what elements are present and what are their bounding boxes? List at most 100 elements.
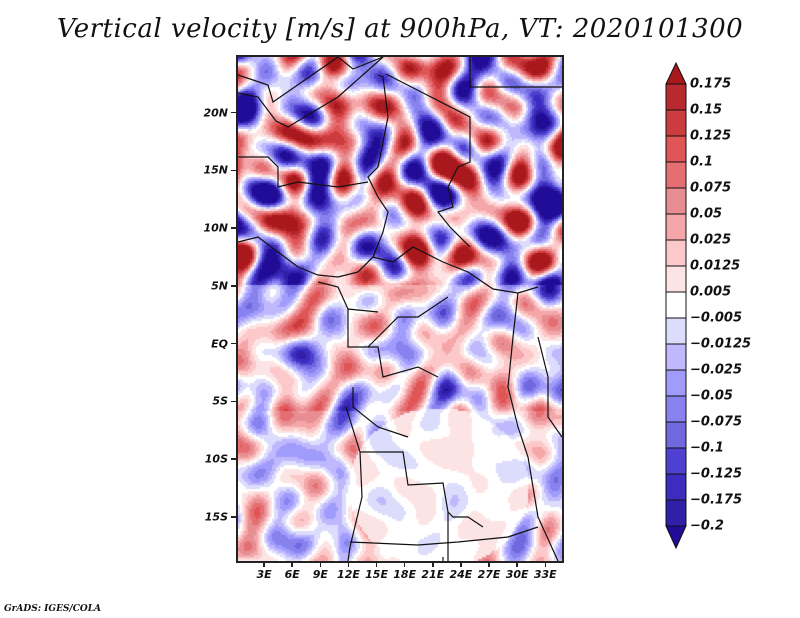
x-tick [291,562,293,567]
y-tick [231,227,237,229]
colorbar-label: −0.0125 [690,336,752,352]
country-border [238,57,339,103]
colorbar-swatch [665,187,687,215]
y-tick-label: 15S [204,510,228,524]
colorbar-swatch [665,369,687,397]
country-borders [238,57,562,561]
colorbar-swatch [665,265,687,293]
x-tick-label: 24E [449,568,473,581]
colorbar-swatch [665,161,687,189]
country-border [442,512,449,561]
colorbar-label: 0.15 [690,102,723,118]
colorbar-label: 0.075 [690,180,732,196]
x-tick [319,562,322,567]
country-border [347,309,439,378]
y-tick-label: 10S [204,452,228,466]
country-border [349,526,539,546]
y-tick [231,400,237,403]
colorbar-top-arrow [665,62,687,85]
x-tick-label: 18E [393,568,417,581]
colorbar-swatch [665,109,687,137]
x-tick-label: 15E [365,568,388,581]
x-tick [460,562,462,567]
colorbar-swatch [665,447,687,475]
colorbar-label: 0.1 [690,154,714,170]
x-tick [432,562,434,567]
x-tick-label: 3E [256,568,272,581]
country-border [507,292,529,458]
colorbar-label: 0.125 [690,128,732,144]
colorbar-label: −0.025 [690,362,743,378]
x-tick [516,562,518,567]
x-tick-label: 6E [284,568,300,581]
colorbar-bottom-arrow [665,525,687,550]
country-border [527,456,559,561]
country-border [357,74,389,273]
grads-credit: GrADS: IGES/COLA [4,604,102,614]
colorbar-swatch [665,135,687,163]
colorbar-swatch [665,239,687,267]
y-tick [231,285,237,287]
y-tick-label: EQ [211,337,228,351]
colorbar-label: −0.2 [690,518,724,534]
x-tick [488,562,490,567]
country-border [367,296,449,348]
colorbar [665,62,687,550]
vertical-velocity-field [238,57,562,561]
y-tick [231,458,237,460]
colorbar-label: 0.175 [690,76,732,92]
x-tick-label: 9E [312,568,328,581]
y-tick [231,342,237,345]
colorbar-swatch [665,421,687,449]
colorbar-label: 0.005 [690,284,732,300]
y-tick-label: 5N [211,279,228,293]
country-border [537,336,562,438]
colorbar-label: −0.005 [690,310,743,326]
colorbar-label: 0.0125 [690,258,741,274]
colorbar-swatch [665,343,687,371]
colorbar-swatch [665,317,687,345]
x-tick-label: 21E [421,568,445,581]
colorbar-label: −0.175 [690,492,743,508]
y-tick-label: 10N [203,221,228,235]
colorbar-swatch [665,291,687,319]
x-tick [263,562,265,567]
country-border [352,387,409,438]
x-tick-label: 33E [533,568,557,581]
colorbar-swatch [665,395,687,423]
country-border [337,57,384,70]
country-border [238,57,384,128]
colorbar-label: 0.05 [690,206,723,222]
y-tick [231,111,237,114]
country-border [238,236,359,278]
colorbar-swatch [665,499,687,527]
y-tick-label: 20N [203,106,228,120]
x-tick [375,562,378,567]
x-tick [544,562,546,567]
x-tick-label: 27E [477,568,501,581]
country-border [360,451,484,528]
colorbar-swatch [665,213,687,241]
colorbar-label: −0.125 [690,466,743,482]
country-border [469,57,562,88]
x-tick-label: 30E [505,568,529,581]
chart-title: Vertical velocity [m/s] at 900hPa, VT: 2… [56,14,744,44]
x-tick [347,562,350,567]
colorbar-label: 0.025 [690,232,732,248]
colorbar-label: −0.05 [690,388,733,404]
colorbar-swatch [665,473,687,501]
colorbar-swatch [665,83,687,111]
country-border [385,73,471,248]
x-tick [403,562,406,567]
country-border [357,246,539,294]
colorbar-label: −0.075 [690,414,743,430]
map-panel [236,55,564,563]
colorbar-label: −0.1 [690,440,724,456]
y-tick [231,516,237,518]
y-tick-label: 5S [212,394,228,408]
y-tick [231,169,237,172]
country-border [317,281,379,313]
x-tick-label: 12E [337,568,360,581]
country-border [238,156,369,188]
y-tick-label: 15N [203,163,228,177]
